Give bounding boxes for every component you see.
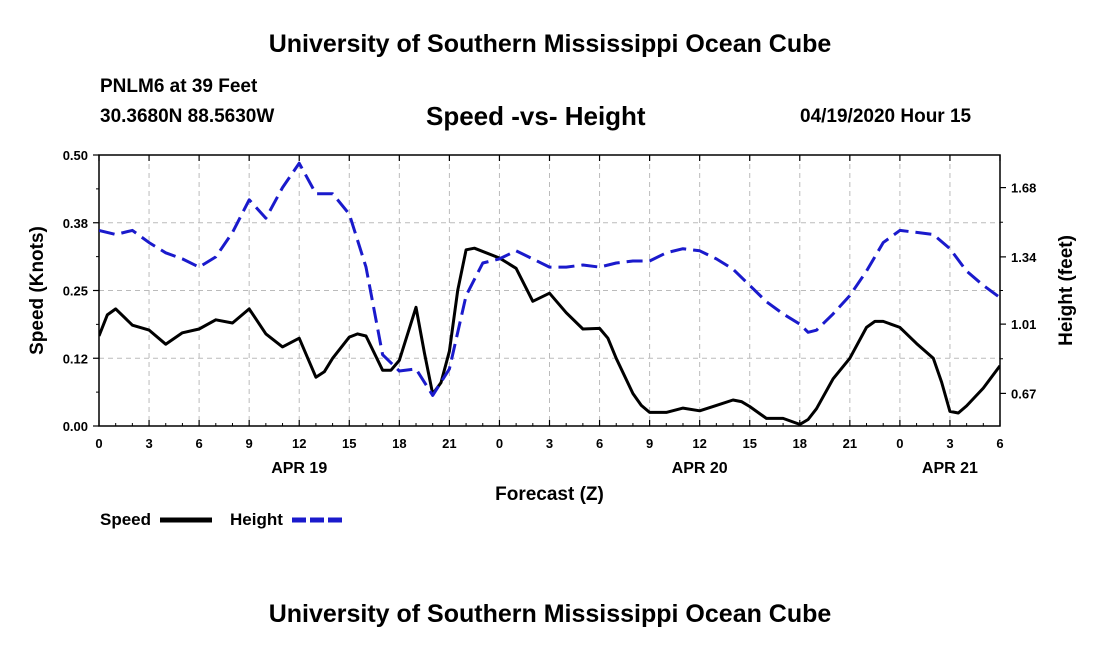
legend-speed-label: Speed [100,510,151,529]
x-tick-label: 18 [793,436,807,451]
legend: Speed Height [100,510,342,529]
x-tick-label: 3 [946,436,953,451]
x-tick-label: 6 [596,436,603,451]
x-tick-label: 3 [145,436,152,451]
y-axis-left-title: Speed (Knots) [27,226,48,355]
legend-height-label: Height [230,510,283,529]
timestamp-label: 04/19/2020 Hour 15 [800,106,972,127]
y-left-tick-label: 0.12 [63,351,88,366]
series-height-line [99,161,1000,397]
chart-title: Speed -vs- Height [426,101,646,131]
y-right-tick-label: 1.01 [1011,317,1036,332]
y-left-tick-label: 0.00 [63,419,88,434]
grid [99,155,1000,426]
station-label: PNLM6 at 39 Feet [100,76,258,97]
page-title: University of Southern Mississippi Ocean… [268,30,832,58]
y-left-tick-label: 0.38 [63,216,88,231]
x-tick-label: 9 [246,436,253,451]
x-tick-label: 6 [195,436,202,451]
coordinates-label: 30.3680N 88.5630W [100,106,275,127]
y-right-tick-label: 1.68 [1011,181,1036,196]
date-label: APR 19 [271,460,327,477]
y-right-tick-label: 1.34 [1011,250,1037,265]
date-label: APR 20 [672,460,728,477]
tick-labels: 0 3 6 9 12 15 18 21 0 3 6 9 12 15 18 21 0 3 6 APR 19 APR 20 A… [63,148,1037,477]
y-left-tick-label: 0.50 [63,148,88,163]
x-tick-label: 18 [392,436,406,451]
x-tick-label: 21 [442,436,456,451]
x-tick-label: 15 [342,436,356,451]
y-left-tick-label: 0.25 [63,284,88,299]
x-tick-label: 15 [742,436,756,451]
footer-title: University of Southern Mississippi Ocean… [268,600,832,628]
x-tick-label: 0 [496,436,503,451]
x-tick-label: 21 [843,436,857,451]
series [99,161,1000,426]
y-axis-right-title: Height (feet) [1056,235,1077,346]
x-tick-label: 0 [896,436,903,451]
x-tick-label: 6 [996,436,1003,451]
x-tick-label: 0 [95,436,102,451]
x-tick-label: 9 [646,436,653,451]
x-axis-title: Forecast (Z) [495,484,604,505]
x-tick-label: 12 [292,436,306,451]
x-tick-label: 12 [692,436,706,451]
date-label: APR 21 [922,460,978,477]
y-right-tick-label: 0.67 [1011,386,1036,401]
series-speed-line [99,246,1000,426]
axis-ticks [93,154,1006,427]
x-tick-label: 3 [546,436,553,451]
